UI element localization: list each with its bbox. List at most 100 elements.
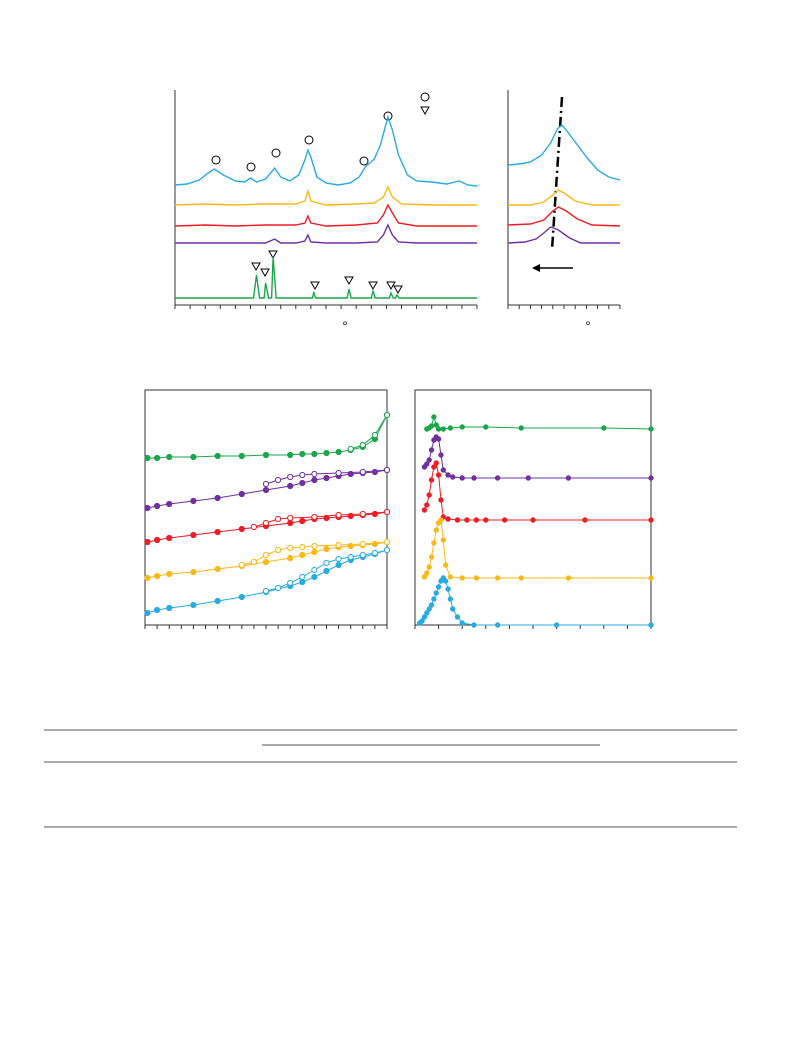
data-point xyxy=(483,517,489,523)
data-point xyxy=(287,554,294,562)
data-point xyxy=(421,614,428,620)
data-point xyxy=(166,534,173,542)
data-point xyxy=(190,568,197,576)
data-point xyxy=(166,604,173,612)
data-point xyxy=(144,538,151,546)
data-point xyxy=(518,575,524,581)
data-point xyxy=(648,517,654,523)
data-point xyxy=(582,517,588,523)
data-point xyxy=(299,551,306,559)
data-point xyxy=(299,471,306,479)
data-point xyxy=(299,450,306,458)
data-point xyxy=(518,425,524,431)
arrow-head xyxy=(532,264,540,272)
data-point xyxy=(323,559,330,567)
data-point xyxy=(447,596,454,602)
data-point xyxy=(447,574,454,580)
series-line xyxy=(175,256,477,299)
data-point xyxy=(275,584,282,592)
data-point xyxy=(445,472,451,478)
data-point xyxy=(347,445,354,453)
data-point xyxy=(335,561,342,569)
data-point xyxy=(648,575,654,581)
data-point xyxy=(311,476,318,484)
data-point xyxy=(459,575,465,581)
series-line xyxy=(147,511,388,543)
data-point xyxy=(250,558,257,566)
data-point xyxy=(214,565,221,573)
data-point xyxy=(494,575,501,581)
data-point xyxy=(250,523,257,531)
data-point xyxy=(238,490,245,498)
data-point xyxy=(424,570,430,576)
data-point xyxy=(262,519,270,527)
data-point xyxy=(440,537,447,543)
data-point xyxy=(433,527,439,533)
data-point xyxy=(459,424,465,430)
data-point xyxy=(262,480,270,488)
data-point xyxy=(433,590,439,596)
data-point xyxy=(445,516,451,522)
data-point xyxy=(299,517,306,525)
data-point xyxy=(565,475,572,481)
data-point xyxy=(214,494,221,502)
data-point xyxy=(371,510,378,518)
data-point xyxy=(424,610,430,616)
data-point xyxy=(214,597,221,605)
series-line xyxy=(241,541,388,566)
data-point xyxy=(424,502,430,508)
series-line xyxy=(424,436,651,479)
data-point xyxy=(438,517,444,523)
data-point xyxy=(262,587,270,595)
data-point xyxy=(438,452,444,458)
data-point xyxy=(335,511,342,519)
data-point xyxy=(383,508,391,516)
data-point xyxy=(335,541,342,549)
data-point xyxy=(440,426,447,432)
data-point xyxy=(154,572,161,580)
data-point xyxy=(431,596,437,602)
x-axis-label: ° xyxy=(342,318,347,333)
data-point xyxy=(440,467,447,473)
data-point xyxy=(371,549,378,557)
data-point xyxy=(428,447,435,453)
data-point xyxy=(154,454,161,462)
series-line xyxy=(507,206,621,227)
series-line xyxy=(350,414,388,450)
series-line xyxy=(419,577,651,626)
data-point xyxy=(166,500,173,508)
data-point xyxy=(323,545,330,553)
data-point xyxy=(530,517,536,523)
data-point xyxy=(433,460,439,466)
data-point xyxy=(431,540,437,546)
data-point xyxy=(426,492,432,498)
data-point xyxy=(473,517,480,523)
data-point xyxy=(454,614,461,620)
data-point xyxy=(190,497,197,505)
data-point xyxy=(435,436,442,442)
data-point xyxy=(447,425,454,431)
data-point xyxy=(459,620,465,626)
data-point xyxy=(154,536,161,544)
data-point xyxy=(323,567,330,575)
data-point xyxy=(454,517,461,523)
data-point xyxy=(311,548,318,556)
data-point xyxy=(154,502,161,510)
data-point xyxy=(154,606,161,614)
series-line xyxy=(508,189,620,206)
table xyxy=(44,729,737,828)
data-point xyxy=(359,468,366,476)
data-point xyxy=(287,544,294,552)
data-point xyxy=(648,622,654,628)
data-point xyxy=(287,519,294,527)
series-line xyxy=(147,541,388,579)
data-point xyxy=(471,622,477,628)
data-point xyxy=(275,476,282,484)
data-point xyxy=(323,514,330,522)
data-point xyxy=(144,454,151,462)
series-line xyxy=(507,226,620,244)
data-point xyxy=(166,570,173,578)
data-point xyxy=(262,551,270,559)
data-point xyxy=(311,450,318,458)
